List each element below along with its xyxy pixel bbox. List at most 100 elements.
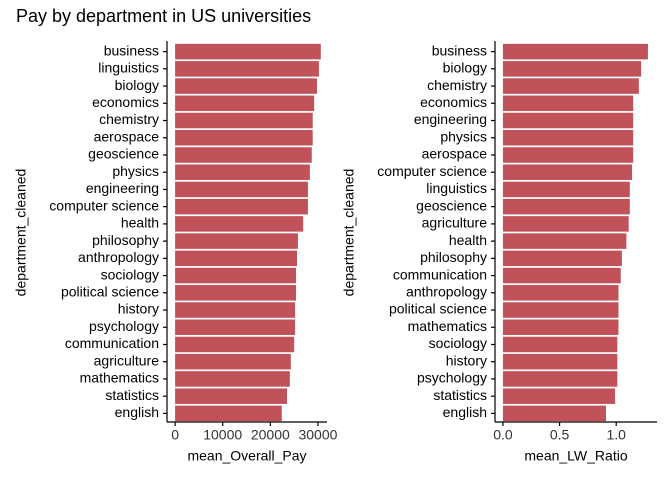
y-tick-label: anthropology: [406, 283, 487, 299]
y-tick-label: agriculture: [422, 215, 488, 231]
bar: [175, 250, 297, 267]
bar: [175, 112, 313, 129]
bar: [175, 388, 287, 404]
y-tick-label: business: [432, 42, 487, 58]
bar: [175, 78, 317, 94]
bar: [175, 267, 297, 284]
y-tick-label: biology: [115, 77, 159, 93]
x-tick-label: 0.5: [550, 427, 570, 443]
bar: [175, 336, 295, 353]
y-tick-label: philosophy: [92, 232, 159, 248]
y-tick-label: mathematics: [80, 370, 159, 386]
x-tick-label: 30000: [298, 427, 337, 443]
bar: [502, 285, 619, 301]
x-tick-label: 0: [171, 427, 179, 443]
y-tick-label: mathematics: [408, 318, 487, 334]
bar: [502, 181, 630, 198]
y-tick-label: anthropology: [78, 249, 159, 265]
bar: [175, 233, 298, 249]
bar: [175, 285, 297, 301]
bar: [502, 388, 616, 404]
y-tick-label: health: [449, 232, 487, 248]
y-tick-label: engineering: [86, 180, 159, 196]
bar: [175, 198, 308, 215]
y-tick-label: engineering: [414, 111, 487, 127]
x-tick-label: 20000: [251, 427, 290, 443]
bar: [502, 164, 633, 180]
bar: [502, 61, 642, 77]
bar: [175, 371, 290, 387]
bar: [502, 43, 648, 60]
y-tick-label: history: [446, 352, 487, 368]
bar: [175, 164, 310, 180]
bar: [175, 43, 321, 60]
y-axis-title: department_cleaned: [13, 169, 29, 297]
bar: [502, 233, 627, 249]
y-tick-label: chemistry: [99, 111, 159, 127]
y-tick-label: aerospace: [94, 128, 160, 144]
y-tick-label: communication: [65, 335, 159, 351]
y-tick-label: psychology: [417, 370, 487, 386]
x-axis-title: mean_LW_Ratio: [524, 448, 627, 464]
y-tick-label: aerospace: [422, 146, 488, 162]
y-tick-label: health: [121, 215, 159, 231]
y-tick-label: communication: [393, 266, 487, 282]
bar: [502, 129, 634, 146]
chart-title: Pay by department in US universities: [16, 6, 311, 26]
bar: [502, 198, 630, 215]
y-tick-label: history: [118, 301, 159, 317]
y-axis-title: department_cleaned: [341, 169, 357, 297]
x-tick-label: 10000: [203, 427, 242, 443]
bar: [175, 147, 312, 163]
y-tick-label: philosophy: [420, 249, 487, 265]
bar: [502, 267, 621, 284]
bar: [502, 405, 607, 422]
y-tick-label: political science: [389, 301, 487, 317]
x-tick-label: 1.0: [606, 427, 626, 443]
y-tick-label: agriculture: [94, 352, 160, 368]
y-tick-label: computer science: [49, 197, 159, 213]
bar: [502, 371, 618, 387]
y-tick-label: political science: [61, 283, 159, 299]
x-axis-title: mean_Overall_Pay: [187, 448, 306, 464]
y-tick-label: english: [115, 404, 159, 420]
bar: [175, 95, 315, 112]
y-tick-label: psychology: [89, 318, 159, 334]
y-tick-label: geoscience: [416, 197, 487, 213]
y-tick-label: computer science: [377, 163, 487, 179]
bar: [502, 216, 629, 232]
y-tick-label: biology: [443, 60, 487, 76]
bar: [175, 129, 313, 146]
y-tick-label: physics: [440, 128, 487, 144]
y-tick-label: chemistry: [427, 77, 487, 93]
bar: [502, 353, 618, 370]
bar: [502, 78, 639, 94]
bar: [175, 61, 319, 77]
bar: [175, 216, 304, 232]
y-tick-label: statistics: [433, 387, 487, 403]
bar: [502, 319, 619, 336]
y-tick-label: linguistics: [426, 180, 487, 196]
bar: [175, 319, 296, 336]
bar: [175, 353, 291, 370]
y-tick-label: geoscience: [88, 146, 159, 162]
y-tick-label: sociology: [429, 335, 487, 351]
bar: [175, 181, 308, 198]
y-tick-label: economics: [420, 94, 487, 110]
bar: [502, 302, 619, 318]
y-tick-label: statistics: [105, 387, 159, 403]
y-tick-label: linguistics: [98, 60, 159, 76]
y-tick-label: economics: [92, 94, 159, 110]
bar: [502, 147, 634, 163]
bar: [502, 95, 634, 112]
bar: [175, 405, 282, 422]
bar: [502, 250, 622, 267]
y-tick-label: physics: [112, 163, 159, 179]
bar: [502, 112, 634, 129]
x-tick-label: 0.0: [493, 427, 513, 443]
y-tick-label: sociology: [101, 266, 159, 282]
y-tick-label: english: [443, 404, 487, 420]
bar: [502, 336, 618, 353]
y-tick-label: business: [104, 42, 159, 58]
